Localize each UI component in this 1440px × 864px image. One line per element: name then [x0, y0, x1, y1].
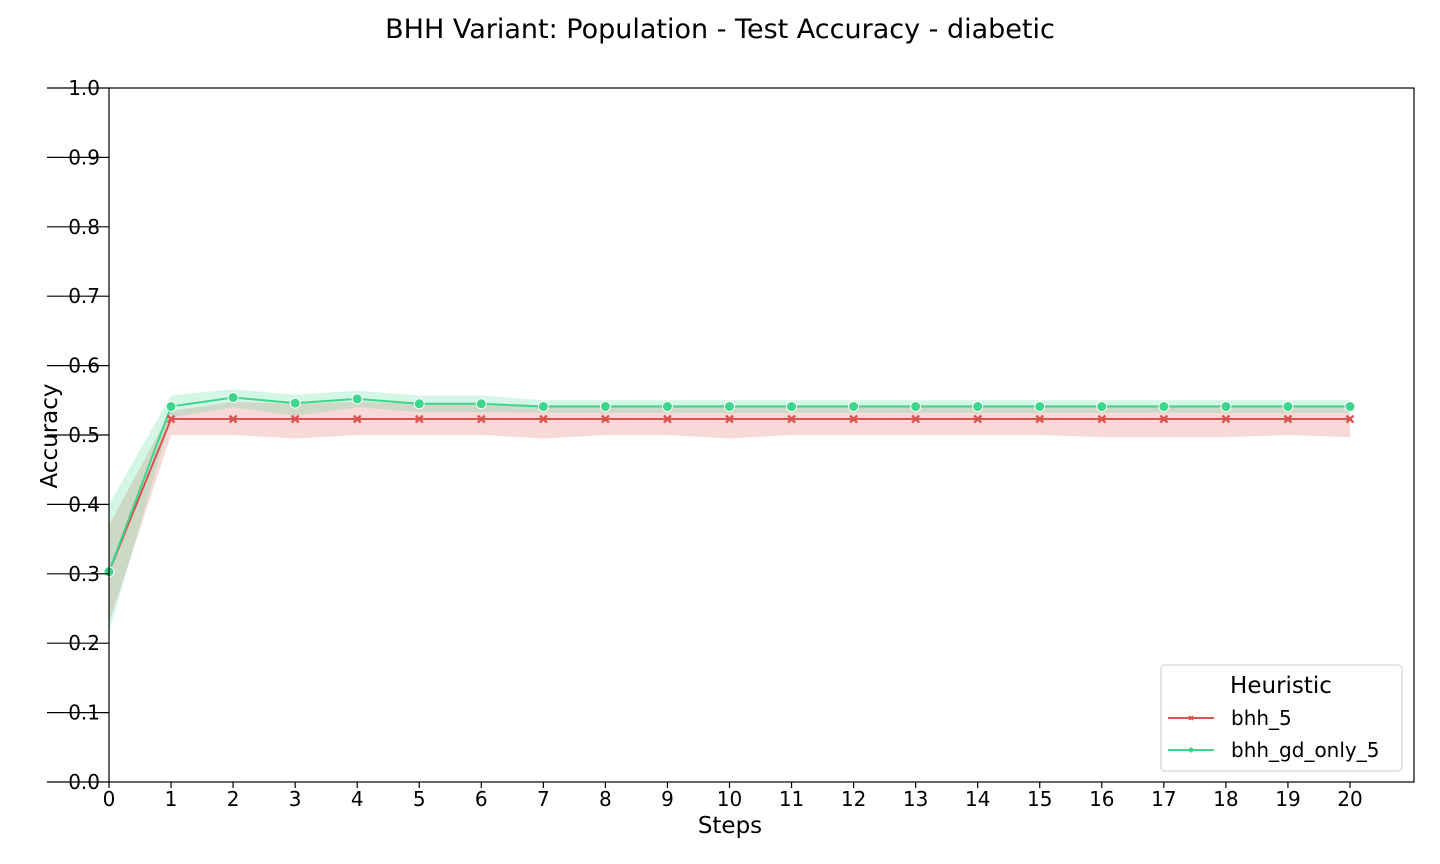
y-axis-label: Accuracy [37, 383, 63, 488]
data-point-bhh_gd_only_5 [475, 398, 487, 410]
confidence-band-bhh_5 [109, 401, 1350, 623]
x-axis-label: Steps [698, 813, 762, 839]
data-point-bhh_gd_only_5 [165, 401, 177, 413]
y-tick-label: 0.9 [68, 145, 100, 169]
data-point-bhh_5 [1097, 414, 1107, 424]
data-point-bhh_gd_only_5 [1158, 401, 1170, 413]
data-point-bhh_gd_only_5 [537, 401, 549, 413]
data-point-bhh_gd_only_5 [1220, 401, 1232, 413]
y-tick-label: 0.2 [68, 631, 100, 655]
legend-box [1160, 664, 1403, 772]
data-point-bhh_gd_only_5 [1034, 401, 1046, 413]
data-point-bhh_5 [352, 414, 362, 424]
series-markers [103, 392, 1356, 578]
x-tick-label: 2 [227, 787, 240, 811]
series-line-bhh_5 [108, 418, 1350, 573]
data-point-bhh_5 [663, 414, 672, 424]
data-point-bhh_5 [911, 414, 920, 424]
y-tick-label: 1.0 [68, 76, 100, 100]
x-tick-label: 13 [903, 787, 928, 811]
data-point-bhh_gd_only_5 [724, 401, 735, 413]
data-point-bhh_gd_only_5 [848, 401, 860, 413]
data-point-bhh_5 [228, 414, 238, 424]
confidence-bands [109, 389, 1350, 633]
data-point-bhh_gd_only_5 [227, 392, 239, 404]
x-tick-label: 6 [475, 787, 488, 811]
y-tick-label: 0.5 [68, 423, 100, 447]
y-tick-label: 0.1 [68, 701, 100, 725]
data-point-bhh_5 [476, 414, 486, 424]
y-axis-ticks: 0.0 0.1 0.2 0.3 0.4 0.5 0.6 0.7 0.8 0.9 1.0 [47, 76, 109, 794]
data-point-bhh_5 [290, 414, 300, 424]
x-tick-label: 11 [779, 787, 804, 811]
data-point-bhh_5 [973, 414, 983, 424]
data-point-bhh_5 [1221, 414, 1231, 424]
x-tick-label: 14 [965, 787, 990, 811]
x-tick-label: 9 [661, 787, 674, 811]
data-point-bhh_5 [1035, 414, 1045, 424]
x-tick-label: 3 [289, 787, 302, 811]
legend-title: Heuristic [1230, 673, 1332, 699]
data-point-bhh_gd_only_5 [289, 397, 301, 409]
x-tick-label: 19 [1275, 787, 1300, 811]
legend: Heuristic bhh_5 bhh_gd_only_5 [1160, 664, 1403, 772]
x-tick-label: 17 [1151, 787, 1176, 811]
data-point-bhh_gd_only_5 [786, 401, 798, 413]
data-point-bhh_gd_only_5 [1282, 401, 1294, 413]
x-tick-label: 16 [1089, 787, 1114, 811]
x-tick-label: 10 [717, 787, 742, 811]
x-tick-label: 20 [1337, 787, 1362, 811]
y-tick-label: 0.0 [68, 770, 100, 794]
data-point-bhh_5 [1159, 414, 1169, 424]
data-point-bhh_5 [539, 414, 548, 424]
chart-title: BHH Variant: Population - Test Accuracy … [385, 14, 1055, 45]
y-tick-label: 0.4 [68, 492, 100, 516]
x-tick-label: 8 [599, 787, 612, 811]
data-point-bhh_gd_only_5 [1344, 401, 1356, 413]
data-point-bhh_gd_only_5 [1096, 401, 1108, 413]
y-tick-label: 0.7 [68, 284, 100, 308]
data-point-bhh_gd_only_5 [972, 401, 984, 413]
data-point-bhh_gd_only_5 [599, 401, 611, 413]
x-tick-label: 0 [103, 787, 116, 811]
x-tick-label: 4 [351, 787, 364, 811]
data-point-bhh_5 [601, 414, 610, 424]
x-tick-label: 5 [413, 787, 426, 811]
data-point-bhh_gd_only_5 [910, 401, 922, 413]
legend-label-bhh_gd_only_5: bhh_gd_only_5 [1231, 738, 1379, 762]
data-point-bhh_gd_only_5 [661, 401, 673, 413]
x-axis-ticks: 0 1 2 3 4 5 6 7 8 9 10 11 12 13 14 15 16 17 18 19 20 [103, 782, 1363, 811]
x-tick-label: 1 [165, 787, 178, 811]
y-tick-label: 0.6 [68, 354, 100, 378]
y-tick-label: 0.3 [68, 562, 100, 586]
data-point-bhh_5 [787, 414, 796, 424]
x-tick-label: 18 [1213, 787, 1238, 811]
data-point-bhh_gd_only_5 [413, 398, 425, 410]
legend-marker-bhh_gd_only_5 [1188, 747, 1194, 753]
legend-label-bhh_5: bhh_5 [1231, 706, 1292, 730]
data-point-bhh_5 [1283, 414, 1293, 424]
data-point-bhh_5 [849, 414, 858, 424]
data-point-bhh_5 [414, 414, 424, 424]
legend-marker-bhh_5 [1188, 715, 1194, 721]
data-point-bhh_5 [166, 414, 176, 424]
data-point-bhh_5 [1345, 414, 1355, 424]
x-tick-label: 12 [841, 787, 866, 811]
data-point-bhh_gd_only_5 [351, 393, 363, 405]
x-tick-label: 15 [1027, 787, 1052, 811]
y-tick-label: 0.8 [68, 215, 100, 239]
x-tick-label: 7 [537, 787, 550, 811]
data-point-bhh_5 [725, 414, 734, 424]
